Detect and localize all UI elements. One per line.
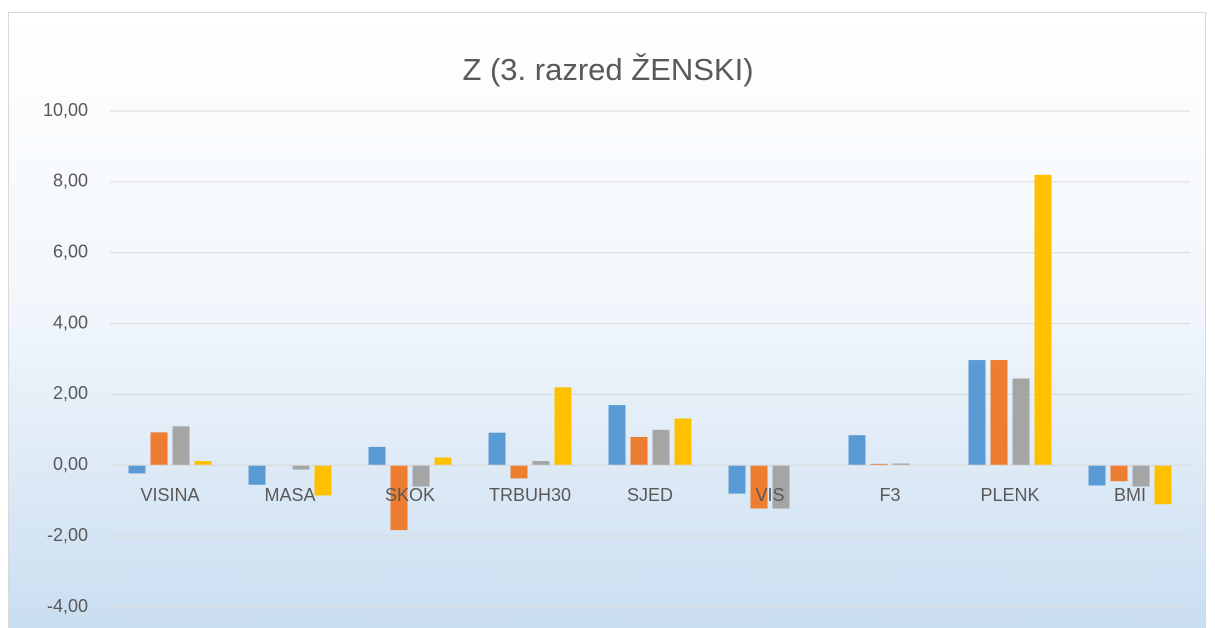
bar	[968, 360, 986, 466]
bar	[772, 465, 790, 509]
chart-area	[8, 12, 1206, 628]
x-tick-label: VIS	[755, 485, 784, 505]
bar	[150, 432, 168, 466]
y-tick-label: -2,00	[47, 525, 88, 545]
bar	[892, 463, 910, 466]
bar	[1132, 465, 1150, 487]
x-tick-label: F3	[879, 485, 900, 505]
x-tick-label: PLENK	[980, 485, 1039, 505]
x-tick-label: MASA	[264, 485, 315, 505]
bar	[870, 463, 888, 466]
bar	[368, 446, 386, 466]
x-tick-label: BMI	[1114, 485, 1146, 505]
x-tick-label: TRBUH30	[489, 485, 571, 505]
x-tick-label: SKOK	[385, 485, 435, 505]
bar	[728, 465, 746, 494]
y-tick-label: 8,00	[53, 171, 88, 191]
bar	[488, 432, 506, 466]
y-tick-label: 6,00	[53, 241, 88, 261]
bar	[674, 418, 692, 466]
bar	[1012, 378, 1030, 466]
bar	[172, 426, 190, 466]
bar	[532, 461, 550, 466]
x-tick-label: VISINA	[140, 485, 199, 505]
y-tick-label: 4,00	[53, 312, 88, 332]
bar	[652, 429, 670, 466]
x-tick-label: SJED	[627, 485, 673, 505]
bar	[848, 435, 866, 466]
y-tick-label: 2,00	[53, 383, 88, 403]
bar	[412, 465, 430, 487]
y-tick-label: 10,00	[43, 100, 88, 120]
bar	[390, 465, 408, 531]
bar	[314, 465, 332, 496]
y-tick-label: 0,00	[53, 454, 88, 474]
bar	[248, 465, 266, 485]
bar	[1034, 174, 1052, 466]
bar	[1154, 465, 1172, 505]
bar	[1088, 465, 1106, 486]
bar	[608, 405, 626, 466]
bar	[554, 387, 572, 466]
bar	[1110, 465, 1128, 482]
bar	[292, 465, 310, 470]
bar	[434, 457, 452, 466]
bar	[510, 465, 528, 479]
bar	[990, 360, 1008, 466]
bar	[128, 465, 146, 474]
y-tick-label: -4,00	[47, 596, 88, 616]
chart-title: Z (3. razred ŽENSKI)	[462, 52, 753, 87]
bar	[750, 465, 768, 509]
bar	[194, 461, 212, 466]
bar	[630, 436, 648, 466]
